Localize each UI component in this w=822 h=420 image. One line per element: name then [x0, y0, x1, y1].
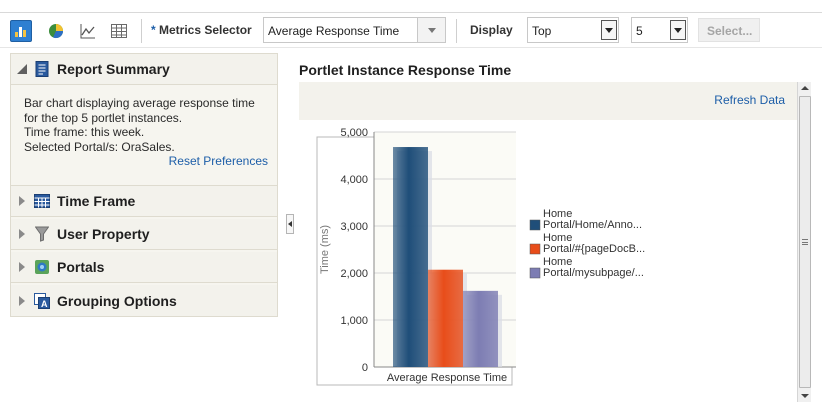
pie-chart-icon: [49, 24, 64, 39]
svg-text:A: A: [41, 299, 48, 309]
legend-label: Home: [543, 208, 572, 220]
portal-icon: [33, 259, 51, 275]
legend-swatch: [529, 243, 541, 255]
chevron-down-icon: [674, 27, 682, 33]
display-select[interactable]: Top: [527, 17, 619, 43]
display-label: Display: [470, 23, 513, 37]
metrics-selector-text: Metrics Selector: [159, 23, 252, 37]
expanded-caret-icon: [11, 64, 33, 74]
required-marker: *: [151, 23, 156, 37]
portals-title: Portals: [57, 259, 105, 275]
legend-label: Portal/mysubpage/...: [543, 267, 644, 279]
toolbar-separator: [141, 19, 142, 43]
y-tick-label: 3,000: [340, 221, 368, 233]
reset-preferences-link[interactable]: Reset Preferences: [168, 154, 268, 168]
y-tick-label: 2,000: [340, 268, 368, 280]
collapsed-caret-icon: [11, 196, 33, 206]
panel-splitter-handle[interactable]: [286, 214, 294, 234]
bar-chart-icon: [15, 27, 26, 37]
time-frame-header[interactable]: Time Frame: [11, 186, 277, 217]
collapse-left-icon: [288, 221, 292, 227]
chevron-down-icon: [427, 27, 436, 33]
toolbar-separator: [456, 19, 457, 43]
display-select-value: Top: [532, 24, 552, 38]
legend-label: Home: [543, 256, 572, 268]
count-select-arrow[interactable]: [670, 20, 686, 40]
user-property-header[interactable]: User Property: [11, 219, 277, 250]
time-frame-title: Time Frame: [57, 193, 136, 209]
count-select-value: 5: [636, 24, 643, 38]
line-chart-icon: [80, 24, 95, 39]
summary-line: Selected Portal/s: OraSales.: [24, 139, 175, 154]
grouping-options-title: Grouping Options: [57, 292, 177, 309]
report-summary-title: Report Summary: [57, 61, 170, 77]
chart-area: 0 1,000 2,000 3,000 4,000 5,000 Time (ms) Avera…: [299, 120, 797, 402]
select-button[interactable]: Select...: [698, 18, 760, 42]
portlet-title: Portlet Instance Response Time: [299, 62, 512, 78]
toolbar: * Metrics Selector Average Response Time…: [0, 12, 822, 48]
report-summary-body: Bar chart displaying average response ti…: [11, 86, 277, 186]
scroll-up-icon[interactable]: [801, 86, 809, 90]
metrics-selector-label: * Metrics Selector: [151, 23, 252, 37]
table-icon: [111, 24, 127, 38]
legend-label: Portal/Home/Anno...: [543, 219, 642, 231]
report-icon: [33, 61, 51, 77]
pie-chart-view-button[interactable]: [45, 20, 67, 42]
vertical-scrollbar[interactable]: [797, 82, 811, 402]
display-select-arrow[interactable]: [601, 20, 617, 40]
y-tick-label: 4,000: [340, 174, 368, 186]
y-axis-label: Time (ms): [319, 225, 331, 274]
legend-label: Home: [543, 232, 572, 244]
bar: [463, 290, 498, 367]
report-summary-header[interactable]: Report Summary: [11, 54, 277, 85]
calendar-icon: [33, 193, 51, 209]
y-tick-label: 5,000: [340, 127, 368, 139]
x-category-label: Average Response Time: [387, 372, 507, 384]
table-view-button[interactable]: [108, 20, 130, 42]
bar-chart-view-button[interactable]: [10, 20, 32, 42]
funnel-icon: [33, 226, 51, 242]
bar-chart: 0 1,000 2,000 3,000 4,000 5,000 Time (ms) Avera…: [316, 127, 645, 386]
portals-header[interactable]: Portals: [11, 252, 277, 283]
chart-panel: Refresh Data 0 1,000 2,000 3,000 4,000 5,000 T…: [299, 82, 797, 402]
collapsed-caret-icon: [11, 295, 33, 306]
left-panel: Report Summary Bar chart displaying aver…: [10, 53, 278, 317]
legend-label: Portal/#{pageDocB...: [543, 243, 645, 255]
grouping-options-header[interactable]: A Grouping Options: [11, 285, 277, 316]
bar: [428, 269, 463, 367]
refresh-data-link[interactable]: Refresh Data: [714, 93, 785, 107]
scroll-thumb[interactable]: [799, 96, 811, 388]
legend-swatch: [529, 219, 541, 231]
line-chart-view-button[interactable]: [77, 20, 99, 42]
metrics-select[interactable]: Average Response Time: [263, 17, 446, 43]
collapsed-caret-icon: [11, 229, 33, 239]
y-tick-label: 1,000: [340, 315, 368, 327]
chart-header-band: Refresh Data: [299, 82, 797, 120]
y-tick-label: 0: [362, 362, 368, 374]
summary-line: Bar chart displaying average response ti…: [24, 96, 255, 110]
scroll-down-icon[interactable]: [801, 394, 809, 398]
collapsed-caret-icon: [11, 262, 33, 272]
grouping-icon: A: [33, 292, 51, 309]
grip-icon: [802, 239, 808, 245]
count-select[interactable]: 5: [631, 17, 688, 43]
metrics-select-value: Average Response Time: [268, 24, 400, 38]
metrics-select-arrow[interactable]: [417, 18, 445, 42]
legend-swatch: [529, 267, 541, 279]
bar: [393, 147, 428, 367]
summary-line: Time frame: this week.: [24, 125, 145, 139]
summary-line: for the top 5 portlet instances.: [24, 110, 183, 125]
chevron-down-icon: [605, 27, 613, 33]
user-property-title: User Property: [57, 226, 150, 242]
